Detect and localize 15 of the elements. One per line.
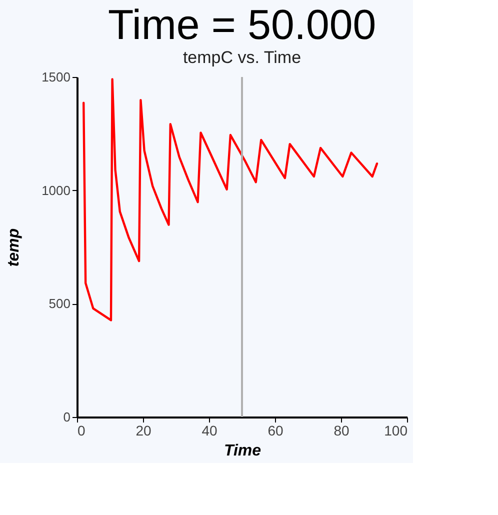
y-axis-title: temp: [6, 228, 23, 267]
x-tick-label: 20: [136, 422, 152, 438]
chart-title: Time = 50.000: [108, 1, 376, 48]
x-tick-label: 60: [268, 422, 284, 438]
x-tick-label: 40: [202, 422, 218, 438]
line-series: [82, 78, 378, 322]
y-tick-label: 1000: [42, 182, 70, 198]
x-tick-label: 80: [334, 422, 350, 438]
x-tick-label: 100: [384, 422, 408, 438]
y-tick-label: 0: [63, 410, 70, 424]
x-axis-title: Time: [224, 442, 262, 460]
y-tick-label: 500: [48, 296, 70, 312]
chart-subtitle: tempC vs. Time: [182, 48, 302, 67]
x-tick-label: 0: [78, 422, 86, 438]
y-tick-label: 1500: [42, 70, 70, 84]
